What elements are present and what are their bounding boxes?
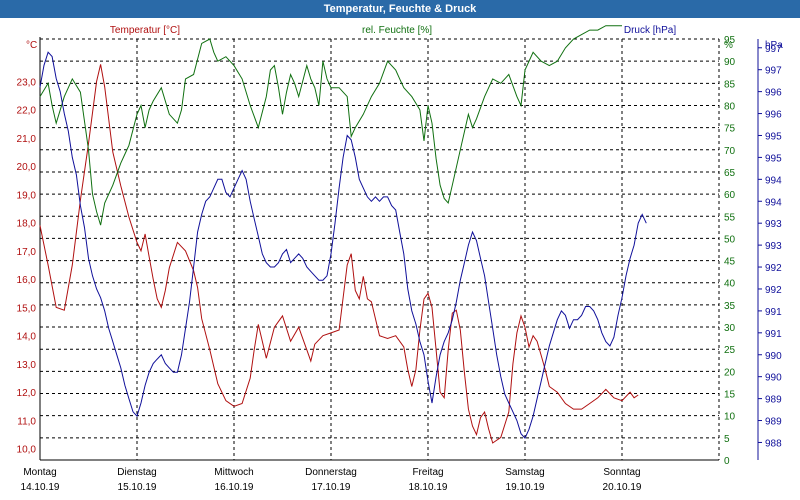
humidity-tick-label: 20 <box>724 367 736 378</box>
pressure-tick-label: 993 <box>765 241 782 252</box>
pressure-tick-label: 991 <box>765 329 782 340</box>
temperature-tick-label: 17,0 <box>17 247 37 258</box>
temperature-tick-label: 15,0 <box>17 303 37 314</box>
humidity-axis-label: rel. Feuchte [%] <box>362 25 432 36</box>
pressure-axis-ticks: 988 989 989 990 990 991 991 992 992 993 993 994 994 9… <box>758 44 782 449</box>
humidity-axis-ticks: 0 5 10 15 20 25 30 35 40 45 50 55 60 65 70 75 80 85 90 95 <box>724 35 736 467</box>
pressure-tick-label: 997 <box>765 66 782 77</box>
temperature-tick-label: 16,0 <box>17 275 37 286</box>
humidity-tick-label: 50 <box>724 234 736 245</box>
temperature-tick-label: 10,0 <box>17 445 37 456</box>
day-date-label: 16.10.19 <box>215 482 254 493</box>
temperature-axis-label: Temperatur [°C] <box>110 25 180 36</box>
pressure-tick-label: 995 <box>765 131 782 142</box>
pressure-tick-label: 989 <box>765 417 782 428</box>
temperature-tick-label: 21,0 <box>17 134 37 145</box>
pressure-tick-label: 997 <box>765 44 782 55</box>
chart-plot-area: 10,0 11,0 12,0 13,0 14,0 15,0 16,0 17,0 18,0 19,0… <box>17 25 784 493</box>
day-date-label: 17.10.19 <box>312 482 351 493</box>
x-axis-labels: Montag 14.10.19 Dienstag 15.10.19 Mittwoch 16… <box>21 467 642 493</box>
humidity-unit-label: % <box>724 40 733 51</box>
series-lines <box>39 25 647 444</box>
pressure-axis-label: Druck [hPa] <box>624 25 676 36</box>
pressure-unit-label: hPa <box>765 40 783 51</box>
pressure-tick-label: 992 <box>765 263 782 274</box>
temperature-tick-label: 13,0 <box>17 360 37 371</box>
pressure-tick-label: 991 <box>765 307 782 318</box>
pressure-line <box>39 51 647 439</box>
humidity-tick-label: 80 <box>724 101 736 112</box>
pressure-tick-label: 994 <box>765 197 782 208</box>
day-date-label: 15.10.19 <box>118 482 157 493</box>
day-date-label: 19.10.19 <box>506 482 545 493</box>
temperature-tick-label: 23,0 <box>17 77 37 88</box>
day-date-label: 20.10.19 <box>603 482 642 493</box>
humidity-tick-label: 55 <box>724 212 736 223</box>
temperature-tick-label: 22,0 <box>17 106 37 117</box>
pressure-tick-label: 990 <box>765 351 782 362</box>
day-name-label: Mittwoch <box>214 467 253 478</box>
day-name-label: Dienstag <box>117 467 156 478</box>
humidity-tick-label: 90 <box>724 57 736 68</box>
day-date-label: 18.10.19 <box>409 482 448 493</box>
humidity-tick-label: 45 <box>724 257 736 268</box>
pressure-tick-label: 994 <box>765 175 782 186</box>
day-date-label: 14.10.19 <box>21 482 60 493</box>
humidity-tick-label: 95 <box>724 35 736 46</box>
temperature-tick-label: 20,0 <box>17 162 37 173</box>
day-name-label: Freitag <box>412 467 443 478</box>
temperature-tick-label: 11,0 <box>17 416 36 427</box>
chart-title: Temperatur, Feuchte & Druck <box>0 0 800 18</box>
humidity-tick-label: 75 <box>724 124 736 135</box>
day-name-label: Montag <box>23 467 56 478</box>
day-name-label: Donnerstag <box>305 467 357 478</box>
day-name-label: Sonntag <box>603 467 640 478</box>
humidity-tick-label: 40 <box>724 279 736 290</box>
humidity-tick-label: 10 <box>724 412 736 423</box>
humidity-tick-label: 25 <box>724 345 736 356</box>
temperature-tick-label: 14,0 <box>17 332 37 343</box>
pressure-tick-label: 990 <box>765 373 782 384</box>
pressure-tick-label: 992 <box>765 285 782 296</box>
humidity-line <box>39 25 622 226</box>
day-name-label: Samstag <box>505 467 544 478</box>
temperature-tick-label: 19,0 <box>17 190 37 201</box>
humidity-tick-label: 85 <box>724 79 736 90</box>
pressure-tick-label: 995 <box>765 153 782 164</box>
pressure-tick-label: 989 <box>765 395 782 406</box>
humidity-tick-label: 15 <box>724 390 736 401</box>
humidity-tick-label: 0 <box>724 456 730 467</box>
pressure-tick-label: 996 <box>765 88 782 99</box>
humidity-tick-label: 30 <box>724 323 736 334</box>
pressure-tick-label: 996 <box>765 110 782 121</box>
humidity-tick-label: 60 <box>724 190 736 201</box>
left-axis-ticks: 10,0 11,0 12,0 13,0 14,0 15,0 16,0 17,0 18,0 19,0… <box>17 77 37 455</box>
humidity-tick-label: 5 <box>724 434 730 445</box>
temperature-tick-label: 12,0 <box>17 388 37 399</box>
temperature-tick-label: 18,0 <box>17 219 37 230</box>
humidity-tick-label: 35 <box>724 301 736 312</box>
humidity-tick-label: 70 <box>724 146 736 157</box>
temperature-line <box>39 64 639 444</box>
pressure-tick-label: 993 <box>765 219 782 230</box>
humidity-tick-label: 65 <box>724 168 736 179</box>
pressure-tick-label: 988 <box>765 438 782 449</box>
axis-headers: Temperatur [°C] rel. Feuchte [%] Druck [hP… <box>26 25 783 51</box>
temperature-unit-label: °C <box>26 40 37 51</box>
grid-lines <box>39 37 759 461</box>
